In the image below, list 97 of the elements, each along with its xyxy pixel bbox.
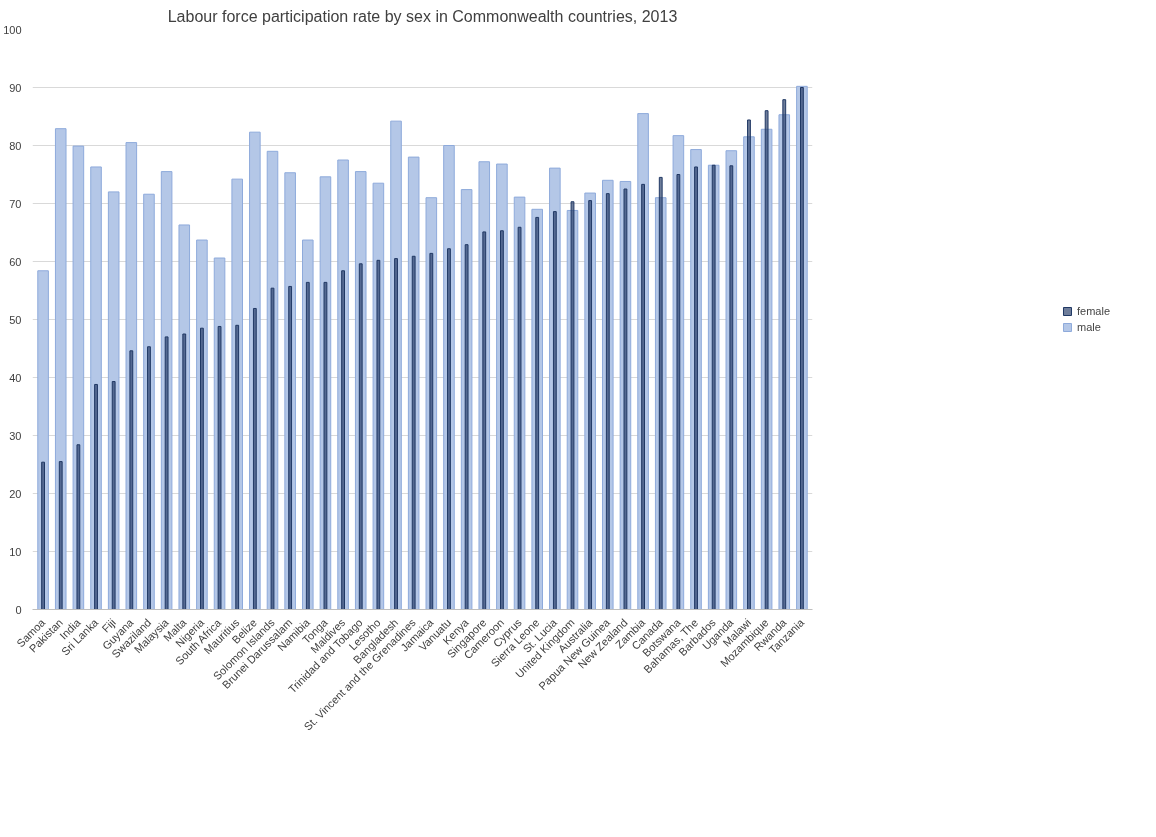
bar xyxy=(337,159,349,610)
bar xyxy=(672,135,685,610)
y-tick-label: 90 xyxy=(9,81,22,94)
bar xyxy=(425,197,438,610)
bar xyxy=(372,182,385,610)
bar xyxy=(129,350,134,610)
bar xyxy=(482,231,487,610)
bar xyxy=(407,156,420,610)
bar xyxy=(496,163,508,610)
bar xyxy=(302,239,314,610)
bar xyxy=(54,128,67,610)
bar xyxy=(747,119,751,610)
bar xyxy=(270,287,275,610)
bar xyxy=(637,113,649,610)
bar xyxy=(443,145,455,610)
bar xyxy=(182,333,187,610)
bar xyxy=(90,166,102,610)
y-tick-label: 20 xyxy=(9,487,22,500)
chart-title: Labour force participation rate by sex in Commonwealth countries, 2013 xyxy=(167,7,678,25)
bar xyxy=(605,193,610,610)
bar xyxy=(200,327,204,610)
bar xyxy=(729,165,734,610)
bar xyxy=(41,461,45,610)
bar xyxy=(552,211,557,610)
bar xyxy=(478,161,491,610)
bar xyxy=(390,120,402,610)
bar xyxy=(213,257,226,610)
bar xyxy=(619,180,632,610)
bar xyxy=(676,174,681,610)
bar xyxy=(319,176,332,610)
bar xyxy=(743,136,755,610)
bar xyxy=(376,259,381,610)
bar xyxy=(429,252,434,610)
bar xyxy=(658,176,663,610)
bar xyxy=(94,383,98,610)
bar xyxy=(394,258,398,610)
bar xyxy=(266,150,279,610)
bar xyxy=(782,99,787,610)
bar xyxy=(164,336,169,610)
bar xyxy=(354,171,367,610)
bar xyxy=(323,281,328,610)
bar xyxy=(107,191,120,610)
bar xyxy=(160,171,173,610)
bar xyxy=(531,208,543,610)
bar xyxy=(690,149,702,610)
bar xyxy=(58,461,63,610)
bar xyxy=(125,142,138,610)
bar xyxy=(217,325,222,610)
bar xyxy=(196,239,208,610)
y-tick-label: 60 xyxy=(9,255,22,268)
bar xyxy=(341,270,345,610)
bar xyxy=(460,189,473,610)
bar xyxy=(231,178,243,610)
bar xyxy=(72,145,85,610)
bar xyxy=(288,285,293,610)
bar xyxy=(111,381,116,610)
bar xyxy=(249,131,261,610)
y-tick-label: 0 xyxy=(15,603,22,616)
bar xyxy=(358,263,363,610)
bar xyxy=(37,270,49,610)
bar xyxy=(305,281,310,610)
bar xyxy=(602,179,614,610)
bar xyxy=(500,230,504,610)
bar xyxy=(778,114,791,610)
bar xyxy=(178,224,191,610)
bar xyxy=(517,226,522,610)
bar xyxy=(447,248,451,610)
bar xyxy=(143,193,155,610)
bar xyxy=(252,307,257,610)
y-tick-label: 70 xyxy=(9,197,22,210)
y-tick-label: 10 xyxy=(9,545,22,558)
bar xyxy=(654,197,667,610)
bar xyxy=(570,201,575,610)
bar xyxy=(641,183,645,610)
bar xyxy=(235,324,240,610)
legend-label: female xyxy=(1076,305,1111,317)
y-tick-label: 80 xyxy=(9,139,22,152)
y-tick-label: 40 xyxy=(9,371,22,384)
bar xyxy=(513,196,526,610)
bar xyxy=(764,110,769,610)
bar xyxy=(796,85,808,610)
bar xyxy=(464,244,469,610)
y-tick-label: 100 xyxy=(3,23,22,36)
bar xyxy=(284,172,296,610)
bar xyxy=(411,255,416,610)
bar xyxy=(760,128,773,610)
bar xyxy=(584,192,596,610)
bar xyxy=(725,150,738,610)
bar xyxy=(76,444,81,610)
y-tick-label: 50 xyxy=(9,313,22,326)
y-tick-label: 30 xyxy=(9,429,22,442)
bar xyxy=(707,164,720,610)
legend-label: male xyxy=(1076,321,1101,333)
bar xyxy=(694,166,698,610)
bar xyxy=(566,209,579,610)
bar xyxy=(147,346,151,610)
bar xyxy=(549,167,561,610)
